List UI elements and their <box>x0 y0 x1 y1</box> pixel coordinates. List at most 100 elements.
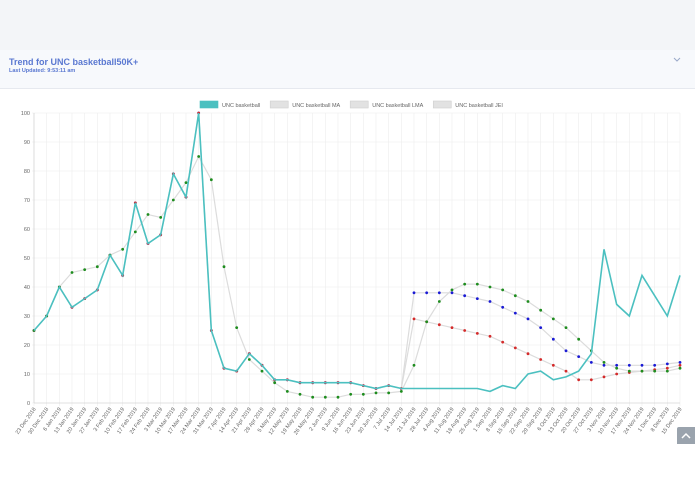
series-point <box>159 216 163 219</box>
series-point <box>615 363 619 367</box>
series-point <box>437 291 441 295</box>
series-point <box>627 363 631 367</box>
series-point <box>653 369 657 373</box>
legend-swatch <box>432 100 452 109</box>
y-tick-label: 70 <box>24 198 30 204</box>
series-point <box>133 230 137 234</box>
y-tick-label: 0 <box>27 401 30 407</box>
series-line <box>33 112 681 393</box>
series-point <box>437 300 441 303</box>
series-point <box>412 363 416 367</box>
series-point <box>564 326 568 329</box>
series-point <box>665 362 669 366</box>
series-point <box>412 317 416 321</box>
series-point <box>602 361 606 364</box>
series-point <box>298 392 302 396</box>
legend-label: UNC basketball MA <box>292 103 340 109</box>
y-tick-label: 100 <box>21 111 30 117</box>
series-point <box>235 326 239 329</box>
series-point <box>577 378 581 382</box>
series-line <box>33 112 681 390</box>
series-point <box>564 349 568 353</box>
series-point <box>551 363 555 367</box>
y-tick-label: 90 <box>24 140 30 146</box>
series-point <box>513 346 517 350</box>
series-point <box>526 300 530 303</box>
series-point <box>361 392 365 396</box>
series-point <box>551 317 555 321</box>
series-point <box>197 155 201 158</box>
series-point <box>273 381 277 385</box>
series-point <box>463 329 467 332</box>
series-point <box>260 369 264 373</box>
legend-swatch <box>349 100 369 109</box>
series-point <box>121 247 125 251</box>
series-point <box>577 337 581 341</box>
series-point <box>171 198 175 202</box>
legend-swatch <box>269 100 289 109</box>
series-point <box>488 285 492 289</box>
panel-title: Trend for UNC basketball50K+ <box>9 57 139 67</box>
series-point <box>526 352 530 356</box>
legend-label: UNC basketball <box>222 103 260 109</box>
series-point <box>247 358 251 361</box>
series-point <box>450 288 454 292</box>
series-point <box>311 395 315 399</box>
series-point <box>450 326 454 329</box>
series-point <box>336 395 340 399</box>
y-tick-label: 20 <box>24 343 30 349</box>
series-point <box>323 395 327 399</box>
series-point <box>374 391 378 395</box>
legend-label: UNC basketball LMA <box>372 103 423 109</box>
series-point <box>349 392 353 396</box>
series-point <box>488 300 492 303</box>
series-point <box>665 366 669 370</box>
series-point <box>539 308 543 312</box>
series-point <box>463 294 467 298</box>
legend-label: UNC basketball JEI <box>455 103 503 109</box>
series-point <box>387 391 391 395</box>
series-point <box>640 369 644 373</box>
series-point <box>678 361 682 364</box>
y-tick-label: 40 <box>24 285 30 291</box>
series-point <box>501 305 505 309</box>
series-point <box>95 265 99 269</box>
series-point <box>602 375 606 379</box>
series-point <box>678 363 682 367</box>
series-point <box>425 320 429 324</box>
scroll-top-button[interactable] <box>677 427 695 444</box>
series-line <box>33 155 681 398</box>
series-point <box>222 265 226 269</box>
panel-header[interactable]: Trend for UNC basketball50K+ Last Update… <box>0 50 695 89</box>
series-point <box>513 311 517 315</box>
series-point <box>425 291 429 295</box>
series-point <box>70 271 74 274</box>
series-point <box>209 178 213 182</box>
series-line <box>33 112 681 390</box>
series-point <box>551 337 555 341</box>
series-point <box>463 282 467 286</box>
series-point <box>589 361 593 364</box>
collapse-icon[interactable] <box>672 56 682 64</box>
series-point <box>665 369 669 373</box>
series-point <box>146 213 150 216</box>
series-point <box>412 291 416 295</box>
series-point <box>488 334 492 338</box>
series-point <box>577 355 581 358</box>
series-point <box>285 390 289 393</box>
series-point <box>564 369 568 373</box>
series-point <box>653 363 657 367</box>
series-point <box>539 326 543 329</box>
series-point <box>450 291 454 295</box>
panel: Trend for UNC basketball50K+ Last Update… <box>0 50 695 494</box>
legend-swatch <box>199 100 219 109</box>
series-point <box>475 297 479 300</box>
series-point <box>501 288 505 292</box>
y-tick-label: 10 <box>24 372 30 378</box>
series-point <box>475 282 479 286</box>
series-point <box>615 372 619 376</box>
series-point <box>501 340 505 344</box>
series-point <box>526 317 530 321</box>
